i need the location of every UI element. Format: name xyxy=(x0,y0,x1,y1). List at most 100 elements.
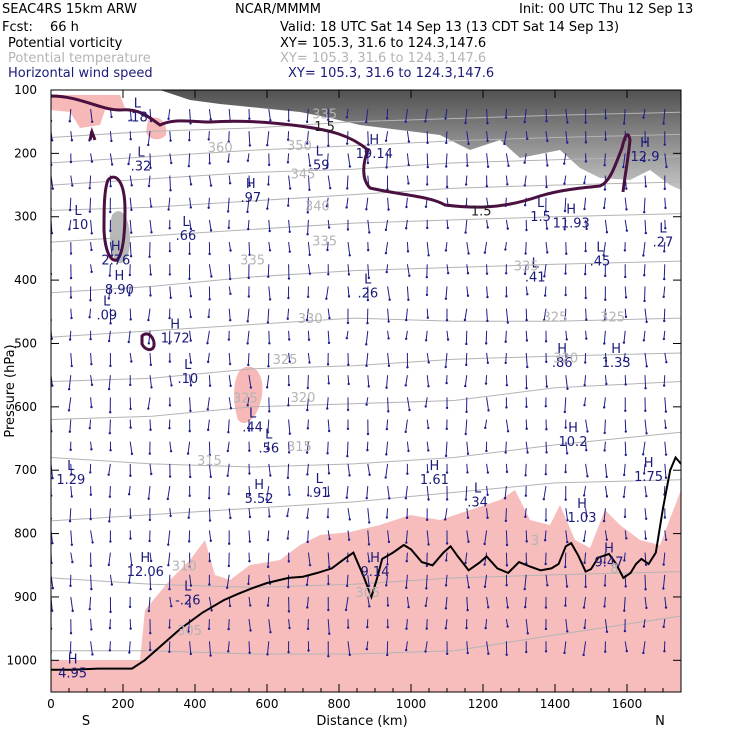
theta-contour-label: 345 xyxy=(291,168,316,183)
wind-vector-head xyxy=(229,384,232,388)
wind-vector xyxy=(405,485,408,499)
wind-vector-head xyxy=(89,337,92,341)
wind-vector xyxy=(624,641,628,652)
wind-vector xyxy=(387,197,390,210)
wind-vector xyxy=(426,486,430,500)
wind-vector-head xyxy=(188,277,191,281)
wind-vector xyxy=(365,108,369,123)
theta-contour-label: 315 xyxy=(197,454,222,469)
wind-vector xyxy=(466,530,469,542)
wind-vector xyxy=(486,596,489,608)
wind-vector-head xyxy=(484,426,487,430)
wind-vector-head xyxy=(347,273,351,276)
wind-vector-head xyxy=(444,165,448,168)
wind-vector-head xyxy=(108,649,112,652)
wind-vector-head xyxy=(485,449,488,453)
wind-vector-head xyxy=(504,116,508,119)
wind-vector-head xyxy=(346,321,350,325)
wind-vector xyxy=(623,485,626,497)
wind-vector xyxy=(644,574,647,590)
theta-contour-label: 335 xyxy=(240,253,265,268)
high-marker: H xyxy=(370,551,380,566)
wind-vector-head xyxy=(286,514,289,518)
wind-vector-head xyxy=(586,475,589,478)
wind-vector-head xyxy=(208,298,211,301)
theta-isentrope xyxy=(51,381,681,420)
wind-vector-head xyxy=(108,411,112,414)
wind-vector xyxy=(425,574,428,589)
wind-vector xyxy=(525,330,528,341)
wind-vector-head xyxy=(563,182,566,185)
wind-vector xyxy=(208,264,212,277)
wind-vector-head xyxy=(505,470,509,474)
wind-vector xyxy=(466,264,469,274)
wind-vector-head xyxy=(129,474,132,477)
wind-vector xyxy=(486,197,489,207)
wind-vector-head xyxy=(623,515,627,519)
low-marker: L xyxy=(364,272,372,287)
wind-vector xyxy=(266,131,270,146)
wind-vector-head xyxy=(247,227,250,231)
wind-vector xyxy=(406,552,408,562)
wind-vector-head xyxy=(662,563,665,566)
wind-vector-head xyxy=(406,472,409,475)
wind-vector-head xyxy=(346,454,349,458)
wind-vector xyxy=(405,419,408,432)
wind-vector xyxy=(70,175,73,186)
wind-vector-head xyxy=(168,426,171,430)
wind-vector xyxy=(306,131,309,144)
wind-vector xyxy=(90,352,92,365)
wind-vector-head xyxy=(427,361,430,364)
wind-vector xyxy=(545,375,548,387)
forecast-hours: 66 h xyxy=(50,20,79,35)
wind-vector-head xyxy=(503,142,506,146)
wind-vector-head xyxy=(248,472,251,475)
x-axis-label: Distance (km) xyxy=(316,714,407,729)
wind-vector-head xyxy=(444,584,448,587)
wind-vector-head xyxy=(346,228,350,231)
wind-vector xyxy=(347,375,350,385)
low-value: .18 xyxy=(127,111,148,126)
y-tick-label: 500 xyxy=(14,336,37,350)
wind-vector-head xyxy=(585,514,588,518)
wind-vector-head xyxy=(327,654,330,658)
field-xy-pv: XY= 105.3, 31.6 to 124.3,147.6 xyxy=(280,36,487,51)
wind-vector-head xyxy=(129,318,132,321)
wind-vector-head xyxy=(366,321,369,325)
wind-vector xyxy=(129,242,132,257)
wind-vector-head xyxy=(206,428,210,432)
wind-vector-head xyxy=(603,584,607,587)
wind-vector xyxy=(386,264,389,273)
wind-vector xyxy=(505,552,508,566)
wind-vector-head xyxy=(525,339,529,342)
wind-vector xyxy=(445,286,448,299)
wind-vector-head xyxy=(326,363,330,366)
wind-vector-head xyxy=(444,365,447,369)
wind-vector xyxy=(90,641,93,655)
wind-vector-head xyxy=(604,650,607,653)
wind-vector-head xyxy=(268,298,272,301)
wind-vector-head xyxy=(229,407,233,410)
wind-vector-head xyxy=(227,338,231,341)
pv-contour-vortex xyxy=(102,175,127,262)
wind-vector-head xyxy=(286,204,290,207)
wind-vector xyxy=(248,375,252,388)
wind-vector-head xyxy=(287,586,290,589)
wind-vector-head xyxy=(209,184,213,187)
wind-vector xyxy=(663,108,666,124)
wind-vector-head xyxy=(602,254,605,257)
wind-vector xyxy=(147,308,151,321)
wind-vector-head xyxy=(307,338,311,341)
wind-vector xyxy=(69,197,72,211)
wind-vector-head xyxy=(206,360,210,364)
wind-vector-head xyxy=(505,653,508,657)
wind-vector-head xyxy=(625,229,629,232)
wind-vector xyxy=(148,175,151,187)
wind-vector-head xyxy=(445,185,449,189)
wind-vector xyxy=(664,530,667,540)
wind-vector xyxy=(505,175,508,185)
wind-vector xyxy=(288,330,290,340)
wind-vector-head xyxy=(266,604,270,607)
wind-vector xyxy=(129,552,133,566)
